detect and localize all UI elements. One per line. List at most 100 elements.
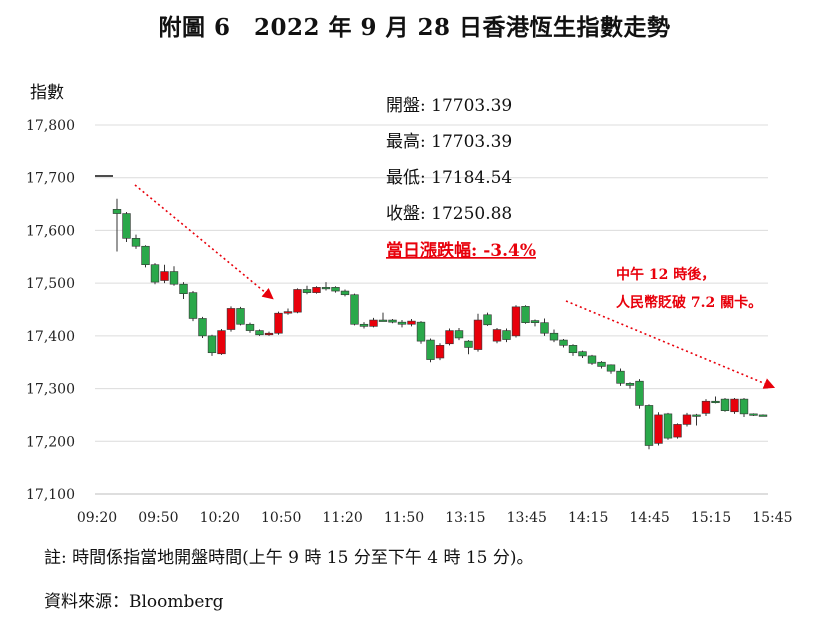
y-axis-tick-labels: 17,100 17,200 17,300 17,400 17,500 17,600 17,7… xyxy=(26,118,75,503)
candle xyxy=(673,423,682,439)
candle xyxy=(549,329,559,343)
candle-body xyxy=(445,330,454,345)
stat-close: 收盤: 17250.88 xyxy=(386,204,512,224)
candle xyxy=(692,413,701,426)
chart-title: 附圖 6 2022 年 9 月 28 日香港恆生指數走勢 xyxy=(158,14,671,41)
candle-body xyxy=(578,351,587,357)
candle-body xyxy=(416,321,426,342)
y-tick-label: 17,400 xyxy=(26,329,75,345)
y-tick-label: 17,200 xyxy=(26,434,75,450)
candle-body xyxy=(226,308,236,330)
stat-change: 當日漲跌幅: -3.4% xyxy=(386,240,536,261)
candle xyxy=(407,318,416,327)
noon-annotation-line2: 人民幣貶破 7.2 關卡。 xyxy=(616,294,762,311)
candle-body xyxy=(559,339,568,346)
candle xyxy=(397,320,407,328)
y-tick-label: 17,800 xyxy=(26,118,75,134)
y-tick-label: 17,300 xyxy=(26,382,75,398)
x-tick-label: 15:45 xyxy=(752,510,792,526)
candle-body xyxy=(682,414,692,425)
candle xyxy=(340,289,350,297)
candle xyxy=(464,340,473,355)
x-tick-label: 14:15 xyxy=(568,510,608,526)
candle xyxy=(226,306,236,332)
candle xyxy=(559,339,568,348)
candle-body xyxy=(122,213,131,239)
candle xyxy=(112,198,122,252)
candle-body xyxy=(340,290,350,296)
candle xyxy=(160,264,169,284)
candle xyxy=(388,318,397,324)
candle-body xyxy=(692,414,701,417)
y-axis-label: 指數 xyxy=(30,83,64,103)
x-tick-label: 09:20 xyxy=(77,510,117,526)
candle xyxy=(730,398,739,414)
candle xyxy=(540,318,549,336)
candle xyxy=(616,368,625,386)
noon-annotation-line1: 中午 12 時後， xyxy=(616,266,715,283)
candle-body xyxy=(435,345,445,359)
candle-body xyxy=(150,264,160,283)
candle-body xyxy=(331,287,340,292)
candle-body xyxy=(407,320,416,325)
candle-body xyxy=(112,209,122,214)
candle xyxy=(511,305,521,338)
candle-body xyxy=(188,292,198,319)
candle xyxy=(521,305,530,324)
candle xyxy=(179,282,188,299)
candle xyxy=(331,286,340,293)
candle-body xyxy=(616,370,625,384)
candle-body xyxy=(359,323,369,327)
candle xyxy=(749,413,758,416)
candle xyxy=(321,282,331,291)
candle-body xyxy=(312,287,321,293)
candles xyxy=(112,198,768,450)
candle-body xyxy=(502,330,511,340)
candle-body xyxy=(217,330,226,355)
stats-box: 開盤: 17703.39 最高: 17703.39 最低: 17184.54 收… xyxy=(386,96,536,261)
stat-high: 最高: 17703.39 xyxy=(386,132,512,152)
candle-body xyxy=(454,330,464,339)
candle xyxy=(492,327,502,344)
candle xyxy=(350,293,359,326)
candle-body xyxy=(198,318,207,337)
x-tick-label: 15:15 xyxy=(691,510,731,526)
y-tick-label: 17,100 xyxy=(26,487,75,503)
candle-body xyxy=(758,414,768,417)
candle xyxy=(682,412,692,427)
candle-body xyxy=(388,319,397,323)
candle-body xyxy=(350,294,359,325)
x-tick-label: 11:20 xyxy=(322,510,362,526)
candle-body xyxy=(749,413,758,416)
candle-body xyxy=(264,332,274,336)
candle-body xyxy=(711,400,720,404)
candle-body xyxy=(141,245,150,265)
x-tick-label: 10:50 xyxy=(261,510,301,526)
candle xyxy=(435,343,445,361)
candle-body xyxy=(245,323,255,331)
candle xyxy=(654,412,663,446)
x-tick-label: 10:20 xyxy=(200,510,240,526)
candle-body xyxy=(644,405,654,446)
candle xyxy=(141,245,150,268)
x-tick-label: 13:45 xyxy=(507,510,547,526)
candle xyxy=(454,327,464,341)
candle-body xyxy=(483,314,492,326)
candle xyxy=(701,399,711,416)
candle xyxy=(274,311,283,335)
candle-body xyxy=(701,400,711,414)
candle-body xyxy=(730,398,739,413)
candle-body xyxy=(568,345,578,354)
candle-body xyxy=(720,398,730,412)
candle xyxy=(150,263,160,285)
candle xyxy=(198,316,207,338)
candle xyxy=(720,398,730,412)
candle-body xyxy=(464,340,473,348)
candle xyxy=(302,285,312,295)
candle-body xyxy=(511,306,521,337)
x-tick-label: 14:45 xyxy=(629,510,669,526)
candle xyxy=(530,319,540,327)
candle-body xyxy=(283,311,293,314)
candle-body xyxy=(255,330,264,336)
candle xyxy=(207,334,217,356)
